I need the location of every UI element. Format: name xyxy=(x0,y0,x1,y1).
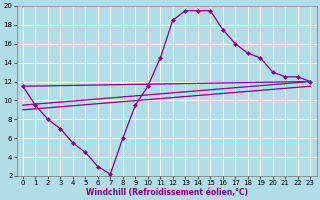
X-axis label: Windchill (Refroidissement éolien,°C): Windchill (Refroidissement éolien,°C) xyxy=(85,188,248,197)
